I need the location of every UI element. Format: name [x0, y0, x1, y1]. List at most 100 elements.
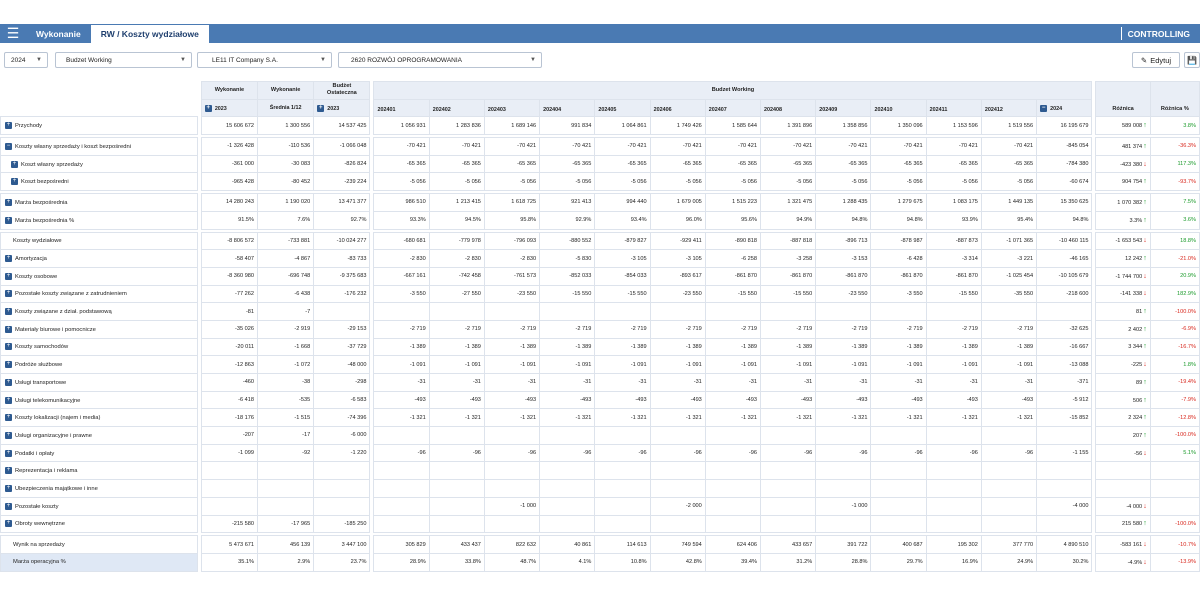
- table-cell[interactable]: 1 056 931: [373, 116, 430, 136]
- table-cell[interactable]: [760, 461, 817, 481]
- table-cell[interactable]: [594, 461, 651, 481]
- table-cell[interactable]: -493: [428, 390, 485, 410]
- table-cell[interactable]: -493: [483, 390, 541, 410]
- table-cell[interactable]: -1 321: [539, 408, 596, 428]
- table-cell[interactable]: -5 056: [539, 172, 596, 192]
- table-cell[interactable]: -2 830: [428, 249, 485, 268]
- table-cell[interactable]: -493: [815, 390, 872, 410]
- table-cell[interactable]: -58 407: [200, 249, 259, 268]
- table-cell[interactable]: [704, 514, 762, 534]
- table-cell[interactable]: 93.3%: [373, 210, 430, 230]
- table-cell[interactable]: -845 054: [1036, 137, 1093, 156]
- table-row[interactable]: + Pozostałe koszty związane z zatrudnieni…: [0, 284, 1200, 304]
- table-cell[interactable]: -48 000: [313, 355, 371, 374]
- expand-plus-icon[interactable]: +: [5, 255, 12, 263]
- table-cell[interactable]: -1 321: [870, 408, 927, 428]
- table-cell[interactable]: -1 389: [483, 337, 541, 357]
- table-cell[interactable]: -1 389: [980, 337, 1038, 357]
- expand-plus-icon[interactable]: +: [5, 378, 12, 386]
- table-cell[interactable]: -1 091: [980, 355, 1038, 374]
- table-cell[interactable]: -1 389: [760, 337, 817, 357]
- table-row[interactable]: + Podróże służbowe -12 863 -1 072 -48 000 -1 …: [0, 355, 1200, 374]
- table-cell[interactable]: -15 550: [539, 284, 596, 304]
- table-cell[interactable]: -1 091: [539, 355, 596, 374]
- table-cell[interactable]: -70 421: [483, 137, 541, 156]
- table-cell[interactable]: 3 447 100: [313, 535, 371, 554]
- table-cell[interactable]: -535: [257, 390, 315, 410]
- table-cell[interactable]: 94.9%: [760, 210, 817, 230]
- table-cell[interactable]: [313, 461, 371, 481]
- table-cell[interactable]: 1 064 861: [594, 116, 651, 136]
- table-cell[interactable]: -667 161: [373, 266, 430, 286]
- table-cell[interactable]: 749 594: [649, 535, 706, 554]
- table-cell[interactable]: -1 091: [925, 355, 982, 374]
- table-cell[interactable]: -784 380: [1036, 154, 1093, 174]
- table-cell[interactable]: -861 870: [760, 266, 817, 286]
- table-cell[interactable]: 624 406: [704, 535, 762, 554]
- table-cell[interactable]: [313, 496, 371, 516]
- table-cell[interactable]: 822 632: [483, 535, 541, 554]
- table-cell[interactable]: 95.4%: [980, 210, 1038, 230]
- table-cell[interactable]: -371: [1036, 373, 1093, 392]
- table-cell[interactable]: -15 550: [760, 284, 817, 304]
- table-cell[interactable]: -65 365: [760, 154, 817, 174]
- table-cell[interactable]: 92.7%: [313, 210, 371, 230]
- table-cell[interactable]: [760, 479, 817, 498]
- table-cell[interactable]: -65 365: [870, 154, 927, 174]
- table-cell[interactable]: -15 852: [1036, 408, 1093, 428]
- table-cell[interactable]: 377 770: [980, 535, 1038, 554]
- table-cell[interactable]: -493: [539, 390, 596, 410]
- table-cell[interactable]: [1036, 479, 1093, 498]
- table-cell[interactable]: -96: [980, 443, 1038, 463]
- hamburger-menu-icon[interactable]: ☰: [6, 25, 20, 41]
- table-cell[interactable]: [594, 479, 651, 498]
- table-cell[interactable]: -46 165: [1036, 249, 1093, 268]
- table-cell[interactable]: 28.9%: [373, 552, 430, 572]
- table-cell[interactable]: -4 000: [1036, 496, 1093, 516]
- table-cell[interactable]: -65 365: [704, 154, 762, 174]
- table-cell[interactable]: -17: [257, 426, 315, 445]
- table-cell[interactable]: -5 056: [649, 172, 706, 192]
- table-cell[interactable]: -6 583: [313, 390, 371, 410]
- table-cell[interactable]: 15 606 672: [200, 116, 259, 136]
- table-cell[interactable]: 14 280 243: [200, 193, 259, 212]
- table-row[interactable]: + Koszty związane z dział. podstawową -81-…: [0, 302, 1200, 321]
- table-cell[interactable]: 5 473 671: [200, 535, 259, 554]
- table-cell[interactable]: [539, 302, 596, 321]
- table-cell[interactable]: -96: [483, 443, 541, 463]
- table-cell[interactable]: -1 321: [980, 408, 1038, 428]
- table-cell[interactable]: [483, 479, 541, 498]
- table-cell[interactable]: -12 863: [200, 355, 259, 374]
- table-cell[interactable]: -696 748: [257, 266, 315, 286]
- table-cell[interactable]: 1 300 556: [257, 116, 315, 136]
- table-row[interactable]: + Obroty wewnętrzne -215 580 -17 965 -185 25…: [0, 514, 1200, 534]
- tab-wykonanie[interactable]: Wykonanie: [36, 28, 81, 39]
- table-cell[interactable]: -361 000: [200, 154, 259, 174]
- table-cell[interactable]: -70 421: [925, 137, 982, 156]
- table-cell[interactable]: [649, 426, 706, 445]
- table-cell[interactable]: 4.1%: [539, 552, 596, 572]
- table-cell[interactable]: -10 024 277: [313, 231, 371, 251]
- table-cell[interactable]: 921 413: [539, 193, 596, 212]
- table-cell[interactable]: 42.8%: [649, 552, 706, 572]
- table-row[interactable]: + Koszty osobowe -8 360 980 -696 748 -9 375 …: [0, 266, 1200, 286]
- table-cell[interactable]: -37 729: [313, 337, 371, 357]
- table-cell[interactable]: 40 861: [539, 535, 596, 554]
- expand-plus-icon[interactable]: +: [5, 216, 12, 224]
- expand-plus-icon[interactable]: +: [5, 467, 12, 475]
- table-cell[interactable]: [483, 426, 541, 445]
- expand-plus-icon[interactable]: +: [5, 484, 12, 492]
- table-cell[interactable]: -31: [373, 373, 430, 392]
- expand-plus-icon[interactable]: +: [5, 396, 12, 404]
- table-row[interactable]: Wynik na sprzedaży 5 473 671 456 139 3 447 …: [0, 535, 1200, 554]
- table-cell[interactable]: 92.9%: [539, 210, 596, 230]
- table-row[interactable]: + Koszty lokalizacji (najem i media) -18 1…: [0, 408, 1200, 428]
- table-cell[interactable]: -6 438: [257, 284, 315, 304]
- table-cell[interactable]: -1 389: [373, 337, 430, 357]
- table-cell[interactable]: -1 389: [704, 337, 762, 357]
- table-cell[interactable]: [760, 426, 817, 445]
- table-cell[interactable]: -29 153: [313, 319, 371, 339]
- table-cell[interactable]: 1 083 175: [925, 193, 982, 212]
- table-cell[interactable]: -74 396: [313, 408, 371, 428]
- expand-plus-icon[interactable]: +: [11, 178, 18, 186]
